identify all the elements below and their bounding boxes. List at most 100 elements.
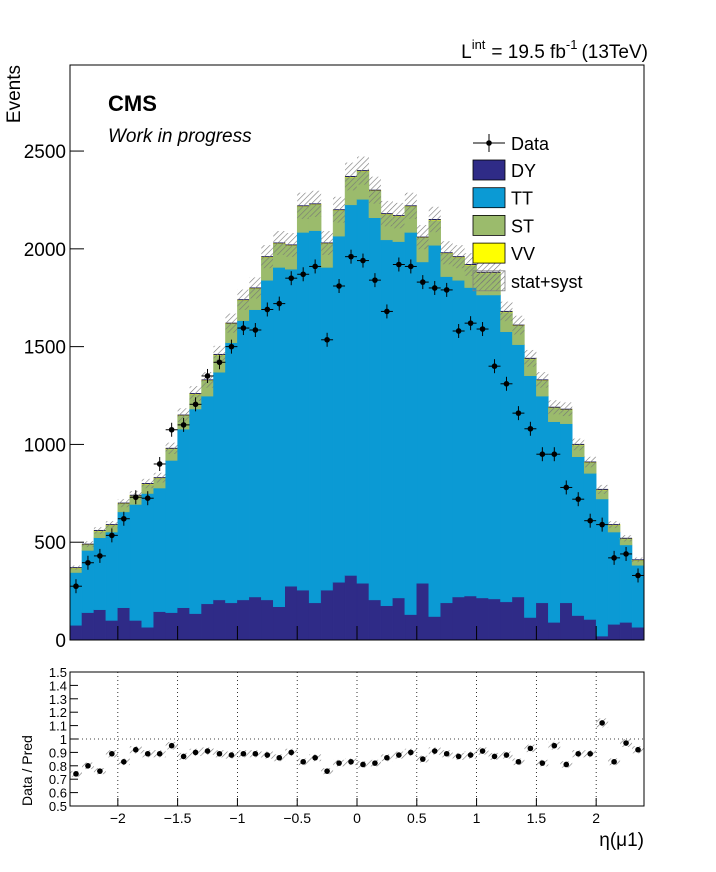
stack-bar (285, 585, 298, 641)
stack-bar (607, 624, 621, 641)
stack-bar (500, 331, 513, 603)
stack-bar (416, 583, 429, 641)
ratio-point (431, 748, 438, 754)
data-point (276, 300, 283, 307)
data-point (85, 559, 91, 566)
uncertainty-band (464, 253, 477, 276)
data-point (109, 532, 115, 539)
ratio-point (240, 750, 247, 757)
data-point (491, 363, 498, 369)
stack-bar (93, 537, 107, 610)
data-point (180, 422, 187, 428)
uncertainty-band (428, 206, 441, 233)
stack-bar (296, 232, 310, 591)
ratio-y-title: Data / Pred (19, 735, 35, 806)
ratio-point (73, 771, 79, 777)
ratio-point (396, 752, 402, 758)
ratio-point (85, 763, 91, 769)
ratio-point (156, 750, 163, 757)
y-tick-label: 1.4 (49, 678, 67, 693)
ratio-point (419, 756, 426, 762)
stack-bar (129, 504, 143, 621)
uncertainty-band (321, 231, 334, 255)
uncertainty-band (536, 372, 549, 388)
data-point (252, 327, 259, 333)
stack-bar (165, 460, 178, 613)
uncertainty-band (273, 231, 286, 255)
stack-bar (536, 602, 549, 641)
uncertainty-band (70, 565, 82, 570)
ratio-point (264, 752, 271, 758)
sublabel: Work in progress (108, 126, 252, 147)
y-tick-label: 0.6 (49, 786, 67, 801)
legend-data-marker (486, 140, 492, 146)
stack-bar (583, 619, 597, 641)
stack-bar (392, 241, 406, 599)
y-tick-label: 1.1 (49, 719, 67, 734)
uncertainty-band (512, 315, 525, 335)
data-point (204, 373, 211, 379)
uncertainty-band (572, 438, 585, 451)
data-point (455, 328, 462, 334)
lumi-text: = 19.5 fb (491, 42, 565, 63)
data-point (97, 553, 103, 559)
data-point (372, 277, 378, 283)
uncertainty-band (249, 277, 262, 299)
uncertainty-band (620, 535, 633, 542)
ratio-point (455, 753, 462, 760)
legend-label: Data (511, 134, 550, 154)
stack-bar (273, 606, 286, 641)
ratio-point (575, 750, 582, 757)
ratio-point (515, 758, 522, 765)
lumi-sup: int (472, 37, 486, 52)
data-point (635, 572, 641, 579)
stack-bar (201, 603, 214, 641)
y-tick-label: 0.5 (49, 799, 67, 814)
y-tick-label: 1.5 (49, 665, 67, 680)
data-point (132, 494, 139, 501)
data-point (240, 325, 247, 331)
ratio-point (623, 740, 629, 746)
data-point (228, 343, 235, 350)
stack-bar (117, 607, 131, 641)
stack-bar (560, 602, 573, 641)
stack-bar (308, 230, 322, 604)
uncertainty-band (153, 472, 166, 483)
uncertainty-band (297, 192, 310, 219)
data-point (623, 551, 629, 557)
data-point (384, 308, 390, 315)
stack-bar (392, 597, 406, 641)
stack-bar (320, 267, 334, 591)
uncertainty-band (500, 301, 513, 322)
stack-bar (189, 613, 202, 641)
legend-label: VV (511, 244, 535, 264)
stack-bar (512, 344, 525, 598)
stack-bar (595, 635, 609, 641)
stack-bar (572, 615, 585, 641)
stack-bar (141, 627, 154, 641)
data-point (479, 326, 486, 332)
uncertainty-band (368, 176, 381, 204)
data-point (168, 426, 175, 433)
stack-bar (213, 372, 226, 601)
stack-bar (488, 294, 501, 600)
stack-bar (404, 232, 418, 615)
x-tick-label: 2 (592, 810, 600, 826)
stack-bar (368, 599, 382, 641)
uncertainty-band (117, 498, 130, 508)
data-point (312, 263, 318, 270)
data-point (121, 515, 127, 522)
y-tick-label: 1 (60, 732, 67, 747)
uncertainty-band (404, 192, 417, 219)
lumi-label: Lint = 19.5 fb-1 (13TeV) (461, 37, 648, 63)
uncertainty-band (225, 313, 238, 333)
y-tick-label: 1.3 (49, 692, 67, 707)
stack-bar (273, 267, 286, 608)
ratio-frame (69, 671, 645, 807)
stack-bar (285, 268, 298, 587)
plot-area: 0 500 1000 1500 2000 2500 −2 −1.5 −1 −0.5 0 0.5 1 1.5… (24, 142, 645, 826)
y-tick-label: 0.9 (49, 745, 67, 760)
data-point (216, 359, 223, 366)
ratio-point (539, 760, 546, 766)
ratio-point (192, 749, 199, 756)
